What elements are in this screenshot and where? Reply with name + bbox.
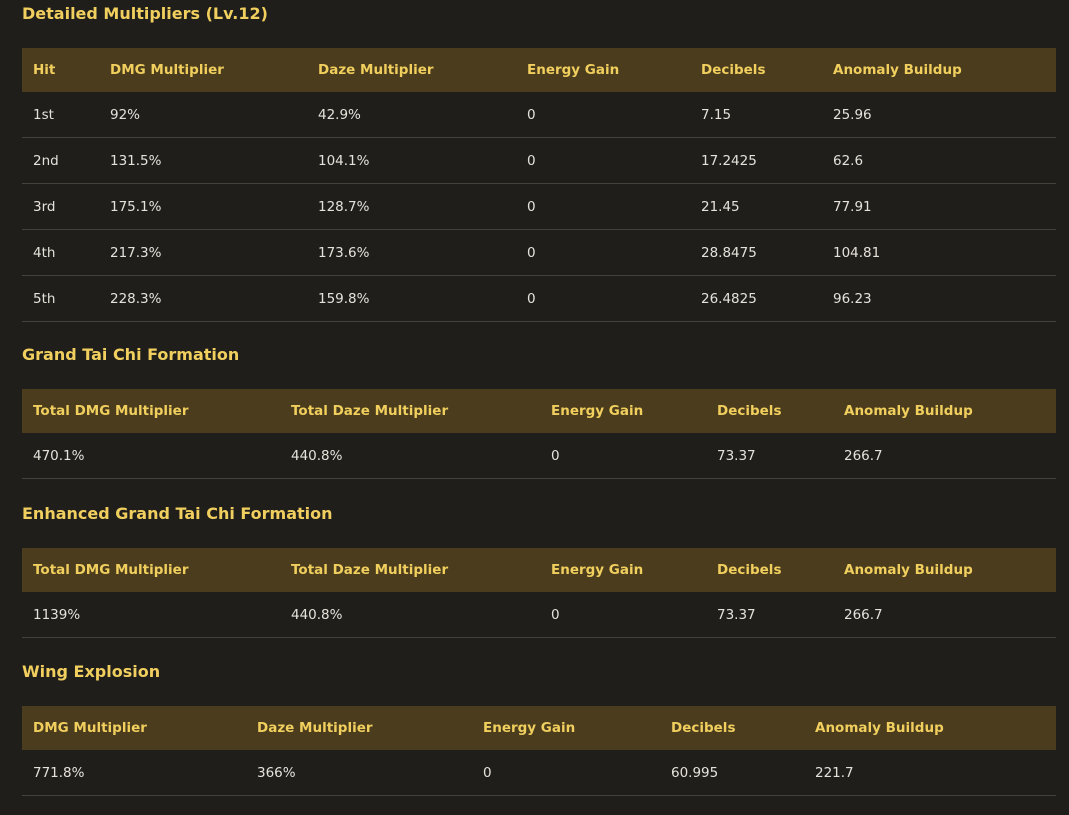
table-cell: 159.8%: [307, 275, 516, 322]
column-header-daze-multiplier: Daze Multiplier: [257, 720, 373, 736]
table-cell: 60.995: [660, 750, 804, 796]
table-cell: 62.6: [822, 137, 1056, 184]
table-cell: 366%: [246, 750, 472, 796]
table-cell: 266.7: [833, 592, 1056, 638]
table-cell: 28.8475: [690, 229, 822, 276]
table-cell: 21.45: [690, 183, 822, 230]
table-cell: 771.8%: [22, 750, 246, 796]
table-cell: 17.2425: [690, 137, 822, 184]
column-header-decibels: Decibels: [671, 720, 736, 736]
table-row: 771.8% 366% 0 60.995 221.7: [22, 750, 1056, 796]
table-cell: 221.7: [804, 750, 1056, 796]
table-row: 5th 228.3% 159.8% 0 26.4825 96.23: [22, 275, 1056, 322]
table-cell: 470.1%: [22, 433, 280, 479]
column-header-anomaly-buildup: Anomaly Buildup: [844, 562, 973, 578]
table-cell: 26.4825: [690, 275, 822, 322]
column-header-decibels: Decibels: [701, 62, 766, 78]
table-row: 470.1% 440.8% 0 73.37 266.7: [22, 433, 1056, 479]
wing-explosion-table: DMG Multiplier Daze Multiplier Energy Ga…: [22, 706, 1056, 796]
table-cell: 173.6%: [307, 229, 516, 276]
table-cell: 0: [472, 750, 660, 796]
column-header-anomaly-buildup: Anomaly Buildup: [844, 403, 973, 419]
column-header-total-dmg-multiplier: Total DMG Multiplier: [33, 562, 189, 578]
table-cell: 0: [540, 433, 706, 479]
table-cell: 175.1%: [99, 183, 307, 230]
table-header-row: Total DMG Multiplier Total Daze Multipli…: [22, 548, 1056, 592]
column-header-anomaly-buildup: Anomaly Buildup: [815, 720, 944, 736]
table-cell: 1139%: [22, 592, 280, 638]
table-cell: 73.37: [706, 592, 833, 638]
column-header-total-daze-multiplier: Total Daze Multiplier: [291, 403, 449, 419]
table-cell: 1st: [22, 92, 99, 138]
table-cell: 104.81: [822, 229, 1056, 276]
column-header-decibels: Decibels: [717, 562, 782, 578]
detailed-multipliers-table: Hit DMG Multiplier Daze Multiplier Energ…: [22, 48, 1056, 322]
table-cell: 92%: [99, 92, 307, 138]
column-header-total-daze-multiplier: Total Daze Multiplier: [291, 562, 449, 578]
table-cell: 2nd: [22, 137, 99, 184]
table-header-row: Hit DMG Multiplier Daze Multiplier Energ…: [22, 48, 1056, 92]
section-title-wing-explosion: Wing Explosion: [22, 662, 161, 681]
column-header-energy-gain: Energy Gain: [551, 403, 644, 419]
table-row: 3rd 175.1% 128.7% 0 21.45 77.91: [22, 183, 1056, 230]
table-cell: 440.8%: [280, 433, 540, 479]
table-cell: 3rd: [22, 183, 99, 230]
table-row: 4th 217.3% 173.6% 0 28.8475 104.81: [22, 229, 1056, 276]
column-header-decibels: Decibels: [717, 403, 782, 419]
table-row: 1st 92% 42.9% 0 7.15 25.96: [22, 92, 1056, 138]
column-header-hit: Hit: [33, 62, 56, 78]
table-cell: 0: [516, 92, 690, 138]
table-cell: 4th: [22, 229, 99, 276]
column-header-anomaly-buildup: Anomaly Buildup: [833, 62, 962, 78]
table-cell: 228.3%: [99, 275, 307, 322]
table-cell: 131.5%: [99, 137, 307, 184]
column-header-dmg-multiplier: DMG Multiplier: [33, 720, 147, 736]
section-title-grand-tai-chi-formation: Grand Tai Chi Formation: [22, 345, 240, 364]
grand-tai-chi-formation-table: Total DMG Multiplier Total Daze Multipli…: [22, 389, 1056, 479]
table-cell: 42.9%: [307, 92, 516, 138]
column-header-daze-multiplier: Daze Multiplier: [318, 62, 434, 78]
table-cell: 104.1%: [307, 137, 516, 184]
table-cell: 266.7: [833, 433, 1056, 479]
table-cell: 25.96: [822, 92, 1056, 138]
table-cell: 440.8%: [280, 592, 540, 638]
table-cell: 0: [516, 229, 690, 276]
column-header-energy-gain: Energy Gain: [483, 720, 576, 736]
table-cell: 0: [516, 183, 690, 230]
column-header-total-dmg-multiplier: Total DMG Multiplier: [33, 403, 189, 419]
table-cell: 73.37: [706, 433, 833, 479]
table-cell: 5th: [22, 275, 99, 322]
section-title-enhanced-grand-tai-chi-formation: Enhanced Grand Tai Chi Formation: [22, 504, 333, 523]
column-header-energy-gain: Energy Gain: [527, 62, 620, 78]
column-header-energy-gain: Energy Gain: [551, 562, 644, 578]
table-cell: 0: [540, 592, 706, 638]
section-title-detailed-multipliers: Detailed Multipliers (Lv.12): [22, 4, 268, 23]
table-cell: 96.23: [822, 275, 1056, 322]
column-header-dmg-multiplier: DMG Multiplier: [110, 62, 224, 78]
table-cell: 128.7%: [307, 183, 516, 230]
enhanced-grand-tai-chi-formation-table: Total DMG Multiplier Total Daze Multipli…: [22, 548, 1056, 638]
table-cell: 0: [516, 137, 690, 184]
table-header-row: DMG Multiplier Daze Multiplier Energy Ga…: [22, 706, 1056, 750]
table-header-row: Total DMG Multiplier Total Daze Multipli…: [22, 389, 1056, 433]
table-cell: 0: [516, 275, 690, 322]
table-row: 2nd 131.5% 104.1% 0 17.2425 62.6: [22, 137, 1056, 184]
table-cell: 217.3%: [99, 229, 307, 276]
table-cell: 7.15: [690, 92, 822, 138]
table-cell: 77.91: [822, 183, 1056, 230]
table-row: 1139% 440.8% 0 73.37 266.7: [22, 592, 1056, 638]
